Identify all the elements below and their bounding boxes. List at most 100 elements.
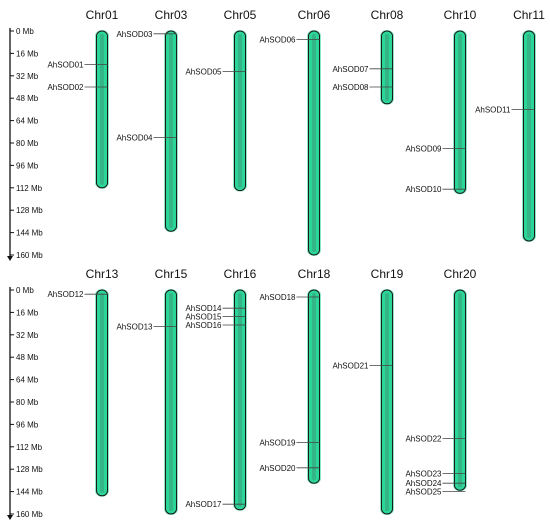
gene-label: AhSOD05: [185, 68, 222, 77]
gene-ahsod09: AhSOD09: [405, 145, 466, 154]
scale-axis: 0 Mb 16 Mb 32 Mb 48 Mb 64 Mb 80 Mb 96 Mb 112 Mb…: [7, 286, 43, 520]
chromosome-chr01: Chr01 AhSOD01 AhSOD02: [47, 8, 119, 189]
chromosome-core: [100, 293, 104, 493]
scale-tick-label: 80 Mb: [16, 398, 39, 407]
chromosome-core: [312, 34, 316, 252]
chromosome-chr10: Chr10 AhSOD09 AhSOD10: [405, 8, 477, 195]
gene-label: AhSOD20: [259, 464, 296, 473]
scale-tick-label: 112 Mb: [16, 443, 43, 452]
gene-ahsod17: AhSOD17: [185, 500, 246, 509]
chromosome-name: Chr01: [86, 8, 119, 22]
scale-tick-label: 48 Mb: [16, 353, 39, 362]
chromosome-name: Chr10: [444, 8, 477, 22]
gene-ahsod07: AhSOD07: [332, 65, 393, 74]
chromosome-core: [385, 34, 389, 101]
scale-tick-label: 64 Mb: [16, 117, 39, 126]
scale-axis-arrow: [7, 256, 13, 261]
gene-label: AhSOD01: [47, 61, 84, 70]
gene-label: AhSOD10: [405, 185, 442, 194]
scale-tick-label: 96 Mb: [16, 420, 39, 429]
panel-1: 0 Mb 16 Mb 32 Mb 48 Mb 64 Mb 80 Mb 96 Mb 112 Mb…: [7, 8, 545, 261]
chromosome-core: [238, 34, 242, 188]
scale-tick-label: 64 Mb: [16, 376, 39, 385]
gene-label: AhSOD24: [405, 479, 442, 488]
gene-ahsod16: AhSOD16: [185, 321, 246, 330]
gene-label: AhSOD06: [259, 35, 296, 44]
gene-label: AhSOD21: [332, 362, 369, 371]
scale-tick-label: 144 Mb: [16, 229, 43, 238]
scale-tick-label: 128 Mb: [16, 465, 43, 474]
chromosome-core: [169, 34, 173, 229]
chromosome-core: [458, 34, 462, 191]
scale-tick-label: 0 Mb: [16, 27, 34, 36]
chromosome-core: [385, 293, 389, 511]
chromosome-name: Chr13: [86, 267, 119, 281]
scale-tick-label: 16 Mb: [16, 49, 39, 58]
gene-label: AhSOD12: [47, 290, 84, 299]
gene-label: AhSOD03: [116, 30, 153, 39]
chromosome-core: [312, 293, 316, 481]
scale-axis-arrow: [7, 515, 13, 520]
scale-tick-label: 160 Mb: [16, 251, 43, 260]
chromosome-name: Chr06: [298, 8, 331, 22]
gene-ahsod08: AhSOD08: [332, 83, 393, 92]
scale-axis: 0 Mb 16 Mb 32 Mb 48 Mb 64 Mb 80 Mb 96 Mb 112 Mb…: [7, 27, 43, 261]
gene-label: AhSOD22: [405, 434, 442, 443]
gene-ahsod11: AhSOD11: [475, 105, 535, 114]
gene-label: AhSOD14: [185, 304, 222, 313]
gene-label: AhSOD09: [405, 145, 442, 154]
gene-ahsod24: AhSOD24: [405, 479, 466, 488]
chromosome-name: Chr19: [371, 267, 404, 281]
scale-tick-label: 112 Mb: [16, 184, 43, 193]
scale-tick-label: 96 Mb: [16, 161, 39, 170]
gene-label: AhSOD13: [116, 322, 153, 331]
scale-tick-label: 160 Mb: [16, 510, 43, 519]
gene-ahsod02: AhSOD02: [47, 83, 108, 92]
chromosome-chr15: Chr15 AhSOD13: [116, 267, 188, 515]
gene-ahsod12: AhSOD12: [47, 290, 108, 299]
chromosome-name: Chr11: [513, 8, 545, 22]
chromosome-name: Chr16: [224, 267, 257, 281]
chromosome-chr08: Chr08 AhSOD07 AhSOD08: [332, 8, 404, 105]
chromosome-name: Chr03: [155, 8, 188, 22]
gene-ahsod10: AhSOD10: [405, 185, 466, 194]
gene-ahsod06: AhSOD06: [259, 35, 320, 44]
gene-label: AhSOD19: [259, 439, 296, 448]
chromosome-name: Chr15: [155, 267, 188, 281]
chromosome-core: [238, 293, 242, 507]
chromosome-core: [169, 293, 173, 511]
gene-ahsod01: AhSOD01: [47, 61, 108, 70]
gene-label: AhSOD15: [185, 313, 222, 322]
chromosome-chr11: Chr11 AhSOD11: [475, 8, 545, 242]
chromosome-name: Chr20: [444, 267, 477, 281]
scale-tick-label: 80 Mb: [16, 139, 39, 148]
chromosome-core: [100, 34, 104, 185]
gene-ahsod19: AhSOD19: [259, 439, 320, 448]
gene-ahsod25: AhSOD25: [405, 488, 466, 497]
gene-ahsod15: AhSOD15: [185, 313, 246, 322]
gene-ahsod04: AhSOD04: [116, 133, 177, 142]
scale-tick-label: 128 Mb: [16, 206, 43, 215]
gene-label: AhSOD04: [116, 133, 153, 142]
chromosome-core: [458, 293, 462, 488]
gene-label: AhSOD18: [259, 293, 296, 302]
gene-ahsod20: AhSOD20: [259, 464, 320, 473]
gene-ahsod21: AhSOD21: [332, 362, 393, 371]
gene-ahsod22: AhSOD22: [405, 434, 466, 443]
gene-label: AhSOD25: [405, 488, 442, 497]
chromosome-name: Chr18: [298, 267, 331, 281]
gene-label: AhSOD02: [47, 83, 84, 92]
chromosome-chr06: Chr06 AhSOD06: [259, 8, 331, 256]
gene-label: AhSOD11: [475, 105, 511, 114]
chromosome-chr18: Chr18 AhSOD18 AhSOD19 AhSOD20: [259, 267, 331, 485]
gene-ahsod18: AhSOD18: [259, 293, 320, 302]
gene-label: AhSOD08: [332, 83, 369, 92]
scale-tick-label: 48 Mb: [16, 94, 39, 103]
scale-tick-label: 32 Mb: [16, 331, 39, 340]
chromosome-name: Chr08: [371, 8, 404, 22]
chromosome-name: Chr05: [224, 8, 257, 22]
